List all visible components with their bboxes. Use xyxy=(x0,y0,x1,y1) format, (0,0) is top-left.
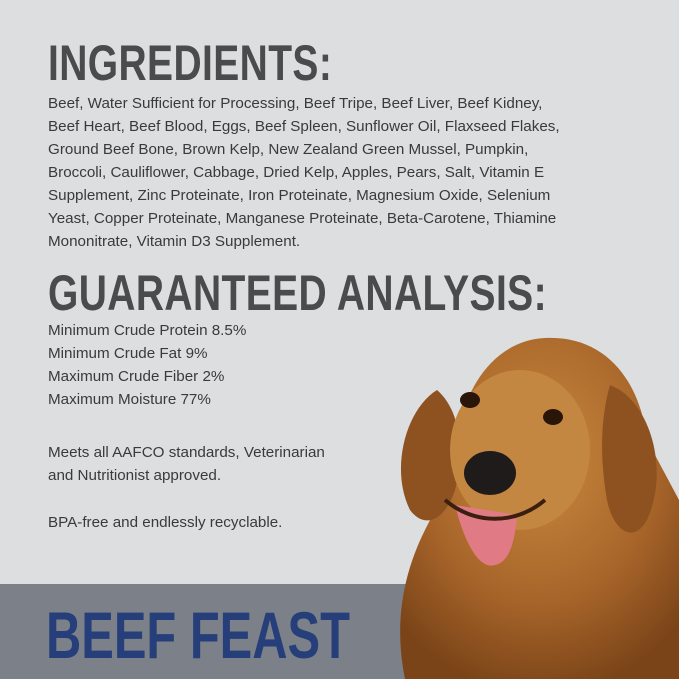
ingredients-line: Supplement, Zinc Proteinate, Iron Protei… xyxy=(48,187,551,204)
ingredients-line: Yeast, Copper Proteinate, Manganese Prot… xyxy=(48,210,557,227)
ingredients-heading: INGREDIENTS: xyxy=(48,35,333,91)
ingredients-line: Beef Heart, Beef Blood, Eggs, Beef Splee… xyxy=(48,118,560,135)
ingredients-line: Broccoli, Cauliflower, Cabbage, Dried Ke… xyxy=(48,164,545,181)
dog-image xyxy=(400,337,679,679)
analysis-line: Maximum Moisture 77% xyxy=(48,391,211,408)
analysis-heading: GUARANTEED ANALYSIS: xyxy=(48,265,547,321)
ingredients-line: Beef, Water Sufficient for Processing, B… xyxy=(48,95,543,112)
analysis-line: Minimum Crude Fat 9% xyxy=(48,345,208,362)
standards-text: Meets all AAFCO standards, Veterinarian xyxy=(48,444,325,461)
packaging-text: BPA-free and endlessly recyclable. xyxy=(48,514,283,531)
ingredients-line: Mononitrate, Vitamin D3 Supplement. xyxy=(48,233,301,250)
ingredients-line: Ground Beef Bone, Brown Kelp, New Zealan… xyxy=(48,141,529,158)
standards-text: and Nutritionist approved. xyxy=(48,467,222,484)
analysis-line: Maximum Crude Fiber 2% xyxy=(48,368,225,385)
product-title: BEEF FEAST xyxy=(46,598,350,672)
analysis-line: Minimum Crude Protein 8.5% xyxy=(48,322,247,339)
